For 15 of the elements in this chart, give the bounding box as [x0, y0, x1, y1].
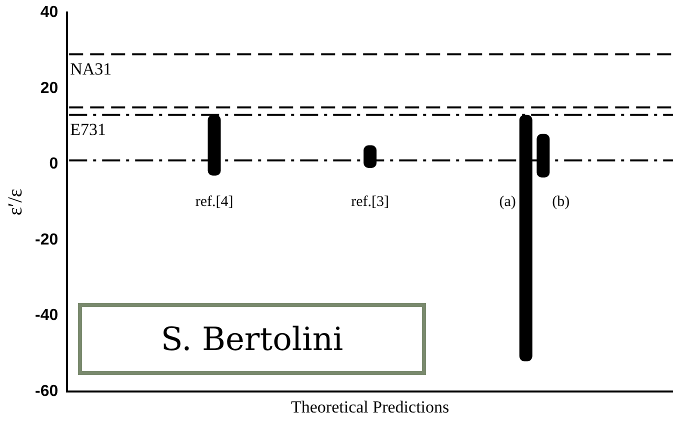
x-tick-label: (a)	[499, 194, 516, 210]
x-tick-label: (b)	[552, 194, 570, 210]
y-tick-label: -60	[35, 383, 58, 400]
y-tick-label: 40	[40, 4, 58, 22]
ref-line-label: NA31	[70, 59, 112, 78]
name-box: S. Bertolini	[78, 303, 426, 375]
y-tick-label: 0	[49, 156, 58, 173]
x-tick-label: ref.[4]	[195, 194, 234, 210]
y-axis-title: ε′/ε	[4, 188, 26, 216]
x-tick-label: ref.[3]	[351, 194, 390, 210]
y-tick-label: -20	[35, 231, 58, 248]
ref-line-label: E731	[70, 120, 106, 139]
y-tick-label: 20	[40, 80, 58, 97]
y-tick-label: -40	[35, 307, 58, 324]
x-axis-title: Theoretical Predictions	[290, 397, 450, 416]
